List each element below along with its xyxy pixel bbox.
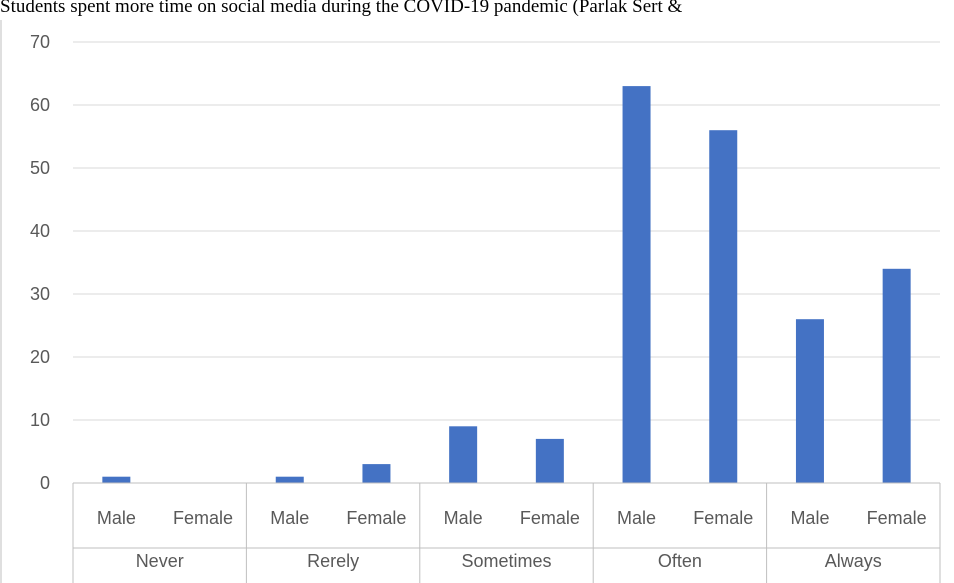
- x-group-label: Often: [658, 551, 702, 571]
- bar-often-male: [622, 86, 651, 483]
- y-tick-label: 60: [30, 95, 50, 115]
- x-group-label: Sometimes: [461, 551, 551, 571]
- x-category-label: Male: [617, 508, 656, 528]
- y-tick-label: 10: [30, 410, 50, 430]
- bar-never-male: [102, 476, 131, 483]
- bar-sometimes-female: [535, 438, 564, 483]
- x-category-label: Male: [270, 508, 309, 528]
- bar-rerely-female: [362, 464, 391, 483]
- x-category-label: Female: [173, 508, 233, 528]
- x-group-label: Never: [136, 551, 184, 571]
- bar-often-female: [709, 130, 738, 483]
- bar-sometimes-male: [449, 426, 478, 483]
- x-category-label: Male: [790, 508, 829, 528]
- bars: [102, 86, 911, 483]
- x-group-label: Rerely: [307, 551, 359, 571]
- y-tick-label: 20: [30, 347, 50, 367]
- bar-always-male: [795, 319, 824, 483]
- y-axis: 0 10 20 30 40 50 60 70: [30, 32, 50, 493]
- x-category-label: Male: [444, 508, 483, 528]
- x-category-label: Female: [693, 508, 753, 528]
- y-tick-label: 50: [30, 158, 50, 178]
- x-category-label: Female: [520, 508, 580, 528]
- x-group-label: Always: [825, 551, 882, 571]
- bar-always-female: [882, 268, 911, 483]
- y-tick-label: 70: [30, 32, 50, 52]
- x-axis: Male Female Never Male Female Rerely Male Femal…: [0, 20, 941, 583]
- gridlines: [73, 41, 940, 421]
- x-category-label: Female: [867, 508, 927, 528]
- x-category-label: Female: [346, 508, 406, 528]
- x-category-label: Male: [97, 508, 136, 528]
- figure-caption: Students spent more time on social media…: [0, 0, 683, 17]
- y-tick-label: 30: [30, 284, 50, 304]
- y-tick-label: 40: [30, 221, 50, 241]
- bar-rerely-male: [275, 476, 304, 483]
- y-tick-label: 0: [40, 473, 50, 493]
